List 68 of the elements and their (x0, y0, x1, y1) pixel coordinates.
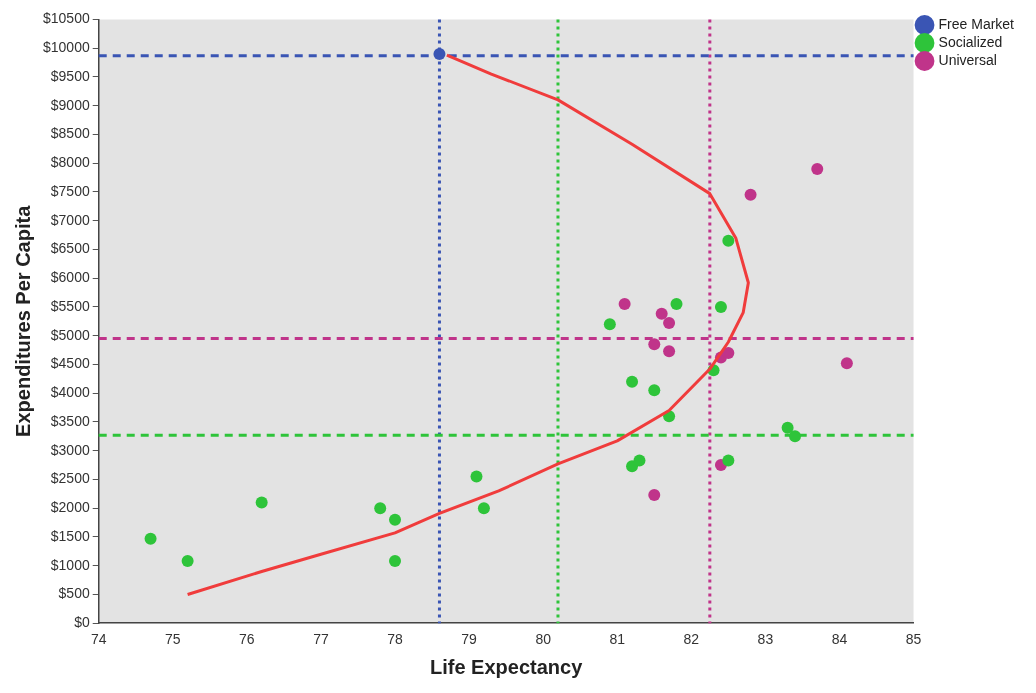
point (722, 234, 735, 247)
y-tick-label: $1500 (50, 527, 90, 544)
point (648, 384, 661, 397)
point (255, 496, 268, 509)
y-tick-label: $9000 (50, 96, 90, 113)
point (811, 162, 824, 175)
y-tick-label: $1000 (50, 556, 90, 573)
y-tick-label: $4500 (50, 355, 90, 372)
y-tick-label: $6500 (50, 240, 90, 257)
y-tick-label: $4000 (50, 384, 90, 401)
point (374, 502, 387, 515)
point (633, 454, 646, 467)
point (648, 488, 661, 501)
y-tick-label: $5500 (50, 297, 90, 314)
legend-label: Socialized (938, 33, 1003, 50)
y-tick-label: $9500 (50, 67, 90, 84)
point (781, 421, 794, 434)
x-tick-label: 83 (757, 631, 774, 648)
y-tick-label: $500 (58, 585, 90, 602)
x-tick-label: 76 (239, 631, 255, 648)
y-tick-label: $6000 (50, 269, 90, 286)
x-tick-label: 81 (609, 631, 626, 648)
point (389, 555, 402, 568)
point (144, 532, 157, 545)
x-axis-title: Life Expectancy (429, 655, 584, 678)
legend-label: Free Market (938, 15, 1015, 32)
y-tick-label: $10500 (43, 10, 90, 27)
y-tick-label: $8000 (50, 154, 90, 171)
point (789, 430, 802, 443)
x-tick-label: 82 (683, 631, 700, 648)
y-tick-label: $7000 (50, 211, 90, 228)
y-axis-title: Expenditures Per Capita (11, 204, 34, 437)
point (181, 555, 194, 568)
y-tick-label: $10000 (43, 39, 90, 56)
x-tick-label: 84 (831, 631, 848, 648)
point (663, 345, 676, 358)
y-tick-label: $0 (74, 614, 90, 631)
point (470, 470, 483, 483)
point (618, 298, 631, 311)
y-tick-label: $5000 (50, 326, 90, 343)
legend-label: Universal (938, 51, 997, 68)
y-tick-label: $3000 (50, 441, 90, 458)
y-tick-label: $2500 (50, 470, 90, 487)
point (670, 298, 683, 311)
y-tick-label: $3500 (50, 412, 90, 429)
x-tick-label: 77 (313, 631, 329, 648)
point (722, 346, 735, 359)
x-tick-label: 75 (165, 631, 181, 648)
point (663, 317, 676, 330)
y-tick-label: $7500 (50, 182, 90, 199)
x-tick-label: 80 (535, 631, 552, 648)
x-tick-label: 85 (905, 631, 922, 648)
point (603, 318, 616, 331)
point (714, 300, 727, 313)
point (722, 454, 735, 467)
point (655, 307, 668, 320)
x-tick-label: 79 (461, 631, 478, 648)
point (433, 47, 446, 60)
y-tick-label: $2000 (50, 499, 90, 516)
point (626, 375, 639, 388)
point (389, 513, 402, 526)
point (477, 502, 490, 515)
x-tick-label: 78 (387, 631, 404, 648)
point (840, 357, 853, 370)
point (648, 338, 661, 351)
x-tick-label: 74 (90, 631, 107, 648)
point (744, 188, 757, 201)
y-tick-label: $8500 (50, 125, 90, 142)
